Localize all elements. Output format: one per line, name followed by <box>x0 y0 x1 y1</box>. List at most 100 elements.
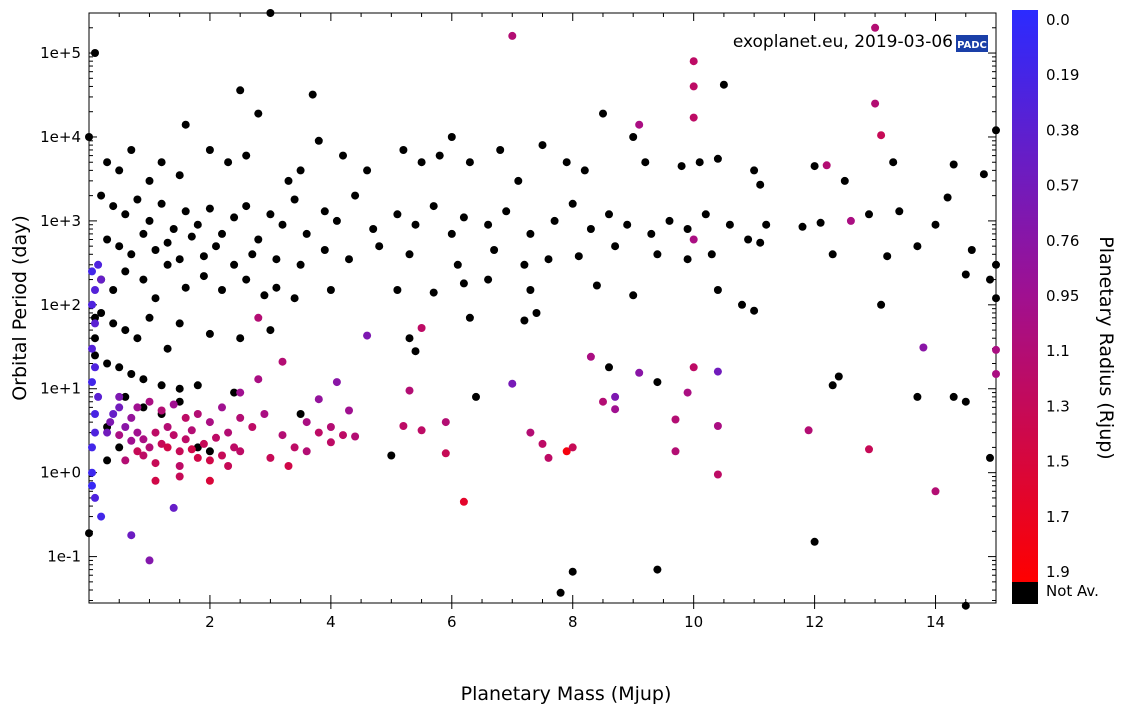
data-point <box>260 410 269 418</box>
data-point <box>121 326 130 335</box>
y-tick-label: 1e+1 <box>40 380 81 398</box>
data-point <box>496 146 505 154</box>
data-point <box>133 428 142 437</box>
data-point <box>296 410 305 418</box>
colorbar-label: 0.0 <box>1046 11 1070 29</box>
data-point <box>441 449 450 458</box>
data-point <box>943 193 952 202</box>
data-point <box>230 213 239 222</box>
data-point <box>199 439 208 448</box>
data-point <box>169 225 178 233</box>
data-point <box>88 481 96 490</box>
data-point <box>121 392 130 401</box>
data-point <box>94 260 103 269</box>
data-point <box>175 171 184 180</box>
x-tick-label: 2 <box>205 613 215 631</box>
data-point <box>278 357 287 366</box>
data-point <box>314 428 323 437</box>
data-point <box>230 388 239 397</box>
data-point <box>88 300 96 309</box>
data-point <box>236 447 245 456</box>
colorbar-na-label: Not Av. <box>1046 582 1099 600</box>
data-point <box>689 113 698 122</box>
y-tick-label: 1e+0 <box>40 464 81 482</box>
data-point <box>97 309 106 317</box>
data-point <box>230 260 239 269</box>
data-point <box>139 403 148 412</box>
data-point <box>181 207 190 216</box>
data-point <box>611 242 620 251</box>
data-point <box>568 199 577 208</box>
data-point <box>472 392 480 401</box>
data-point <box>109 410 118 418</box>
colorbar-title: Planetary Radius (Rjup) <box>1095 236 1117 459</box>
data-point <box>115 443 124 452</box>
data-point <box>689 235 698 244</box>
y-tick-label: 1e-1 <box>47 548 81 566</box>
data-point <box>756 180 765 189</box>
data-point <box>459 497 468 506</box>
data-point <box>205 447 214 456</box>
data-point <box>653 378 662 387</box>
data-point <box>695 158 704 167</box>
data-point <box>230 443 239 452</box>
data-point <box>205 329 214 338</box>
data-point <box>145 556 154 565</box>
data-point <box>121 210 130 219</box>
data-point <box>574 252 583 261</box>
data-point <box>961 397 970 406</box>
data-point <box>94 392 103 401</box>
data-point <box>236 86 245 95</box>
data-point <box>399 146 408 154</box>
x-tick-label: 10 <box>684 613 703 631</box>
data-point <box>683 388 692 397</box>
data-point <box>121 267 130 276</box>
data-point <box>157 158 166 167</box>
data-point <box>85 529 93 538</box>
data-point <box>599 109 607 118</box>
data-point <box>447 229 456 238</box>
data-point <box>157 439 166 448</box>
data-point <box>266 453 275 462</box>
data-point <box>254 109 263 118</box>
data-point <box>332 216 341 225</box>
data-point <box>88 443 96 452</box>
data-point <box>447 133 456 141</box>
data-point <box>127 413 136 422</box>
data-point <box>586 225 595 233</box>
data-point <box>115 403 124 412</box>
colorbar-label: 1.3 <box>1046 397 1070 415</box>
data-point <box>671 447 680 456</box>
data-point <box>254 235 263 244</box>
y-tick-label: 1e+2 <box>40 296 81 314</box>
data-point <box>218 403 226 412</box>
data-point <box>562 158 571 167</box>
data-point <box>88 267 96 276</box>
data-point <box>91 319 99 328</box>
data-point <box>332 378 341 387</box>
data-point <box>199 272 208 281</box>
data-point <box>459 213 468 222</box>
data-point <box>828 381 837 390</box>
data-point <box>465 158 474 167</box>
data-point <box>272 255 281 264</box>
data-point <box>139 275 148 284</box>
colorbar: 0.0 0.19 0.38 0.57 0.76 0.95 1.1 1.3 1.5 1.7 1.9 N… <box>1012 10 1099 604</box>
data-point <box>738 300 746 309</box>
data-point <box>91 334 99 343</box>
data-point <box>339 151 347 160</box>
data-point <box>992 370 1000 378</box>
data-point <box>689 57 698 66</box>
data-point <box>115 431 124 440</box>
colorbar-gradient <box>1012 10 1038 582</box>
y-axis-title: Orbital Period (day) <box>9 215 31 401</box>
data-point <box>707 250 716 259</box>
data-point <box>514 176 523 185</box>
data-point <box>949 392 958 401</box>
data-point <box>218 451 226 460</box>
data-point <box>127 370 136 378</box>
data-point <box>302 447 311 456</box>
data-point <box>145 397 154 406</box>
data-point <box>689 363 698 372</box>
